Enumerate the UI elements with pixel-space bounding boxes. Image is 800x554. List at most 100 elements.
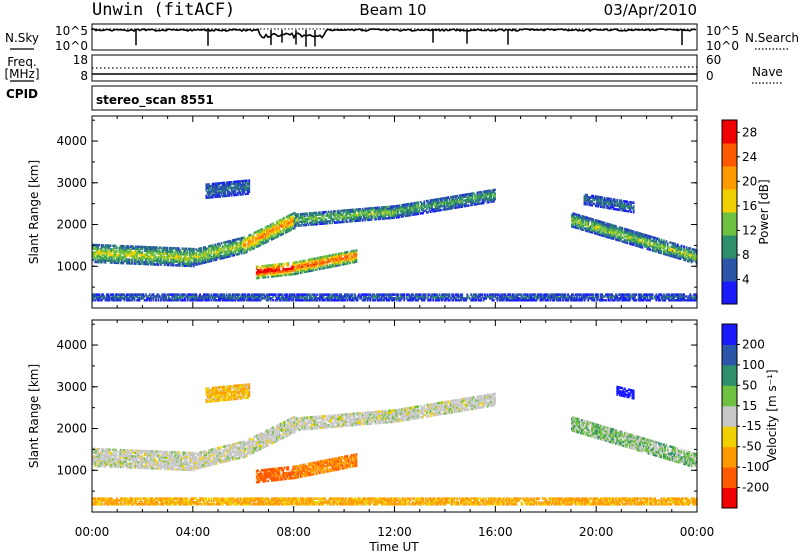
data-cell <box>334 299 336 302</box>
data-cell <box>506 299 509 302</box>
data-cell <box>334 293 336 296</box>
data-cell <box>322 211 325 214</box>
data-cell <box>230 250 233 254</box>
data-cell <box>277 234 280 238</box>
data-cell <box>637 235 640 239</box>
data-cell <box>625 228 628 231</box>
data-cell <box>292 223 295 227</box>
data-cell <box>597 293 600 296</box>
data-cell <box>337 221 340 224</box>
data-cell <box>205 253 208 256</box>
data-cell <box>436 198 438 201</box>
data-cell <box>628 236 631 240</box>
data-cell <box>520 293 523 296</box>
data-cell <box>583 195 586 198</box>
data-cell <box>178 256 181 260</box>
data-cell <box>269 293 272 296</box>
data-cell <box>581 215 583 218</box>
data-cell <box>599 224 602 227</box>
data-cell <box>108 255 111 259</box>
data-cell <box>102 259 104 262</box>
data-cell <box>491 190 494 194</box>
data-cell <box>480 190 483 194</box>
data-cell <box>604 225 607 229</box>
data-cell <box>475 295 478 298</box>
data-cell <box>265 238 268 242</box>
cpid-panel: CPID stereo_scan 8551 <box>6 85 698 111</box>
data-cell <box>473 293 476 296</box>
data-cell <box>229 249 232 252</box>
data-cell <box>327 295 330 298</box>
data-cell <box>308 212 311 215</box>
data-cell <box>144 259 147 262</box>
data-cell <box>301 293 304 296</box>
data-cell <box>171 254 174 257</box>
data-cell <box>249 295 252 298</box>
data-cell <box>172 262 175 265</box>
data-cell <box>282 232 285 235</box>
data-cell <box>443 198 446 202</box>
data-cell <box>207 190 210 194</box>
data-cell <box>679 253 682 257</box>
data-cell <box>478 293 481 296</box>
data-cell <box>182 264 185 267</box>
data-cell <box>644 295 646 298</box>
data-cell <box>592 196 595 200</box>
data-cell <box>119 252 122 255</box>
data-cell <box>540 299 543 302</box>
data-cell <box>627 297 630 300</box>
data-cell <box>686 248 689 251</box>
data-cell <box>432 293 435 296</box>
data-cell <box>578 214 581 217</box>
data-cell <box>257 274 259 278</box>
data-cell <box>349 295 351 298</box>
data-cell <box>195 261 198 264</box>
data-cell <box>175 256 178 260</box>
data-cell <box>215 250 218 254</box>
data-cell <box>231 188 234 191</box>
data-cell <box>93 247 96 251</box>
data-cell <box>296 266 299 270</box>
data-cell <box>451 195 454 199</box>
data-cell <box>618 228 621 231</box>
data-cell <box>210 250 213 253</box>
data-cell <box>263 274 266 277</box>
data-cell <box>216 256 219 259</box>
data-cell <box>200 295 203 298</box>
data-cell <box>199 295 201 298</box>
data-cell <box>220 293 223 296</box>
data-cell <box>236 295 239 298</box>
data-cell <box>376 212 379 215</box>
data-cell <box>448 201 451 205</box>
data-cell <box>294 220 297 224</box>
data-cell <box>239 191 242 194</box>
data-cell <box>437 198 440 201</box>
data-cell <box>645 295 648 298</box>
data-cell <box>187 260 190 264</box>
data-cell <box>244 251 247 254</box>
data-cell <box>189 295 191 298</box>
data-cell <box>262 240 265 244</box>
data-cell <box>472 299 475 302</box>
data-cell <box>268 293 271 296</box>
data-cell <box>587 293 590 296</box>
data-cell <box>434 299 437 302</box>
data-cell <box>213 193 215 197</box>
data-cell <box>352 257 355 260</box>
data-cell <box>243 295 246 298</box>
data-cell <box>224 252 227 255</box>
data-cell <box>98 255 101 258</box>
data-cell <box>460 295 462 298</box>
data-cell <box>628 238 631 242</box>
data-cell <box>137 256 140 260</box>
data-cell <box>437 297 440 300</box>
data-cell <box>321 255 324 259</box>
data-cell <box>610 297 612 300</box>
data-cell <box>190 247 193 251</box>
data-cell <box>199 258 201 262</box>
data-cell <box>504 293 507 296</box>
data-cell <box>489 191 491 194</box>
data-cell <box>375 208 378 212</box>
data-cell <box>587 220 590 224</box>
data-cell <box>110 253 113 257</box>
